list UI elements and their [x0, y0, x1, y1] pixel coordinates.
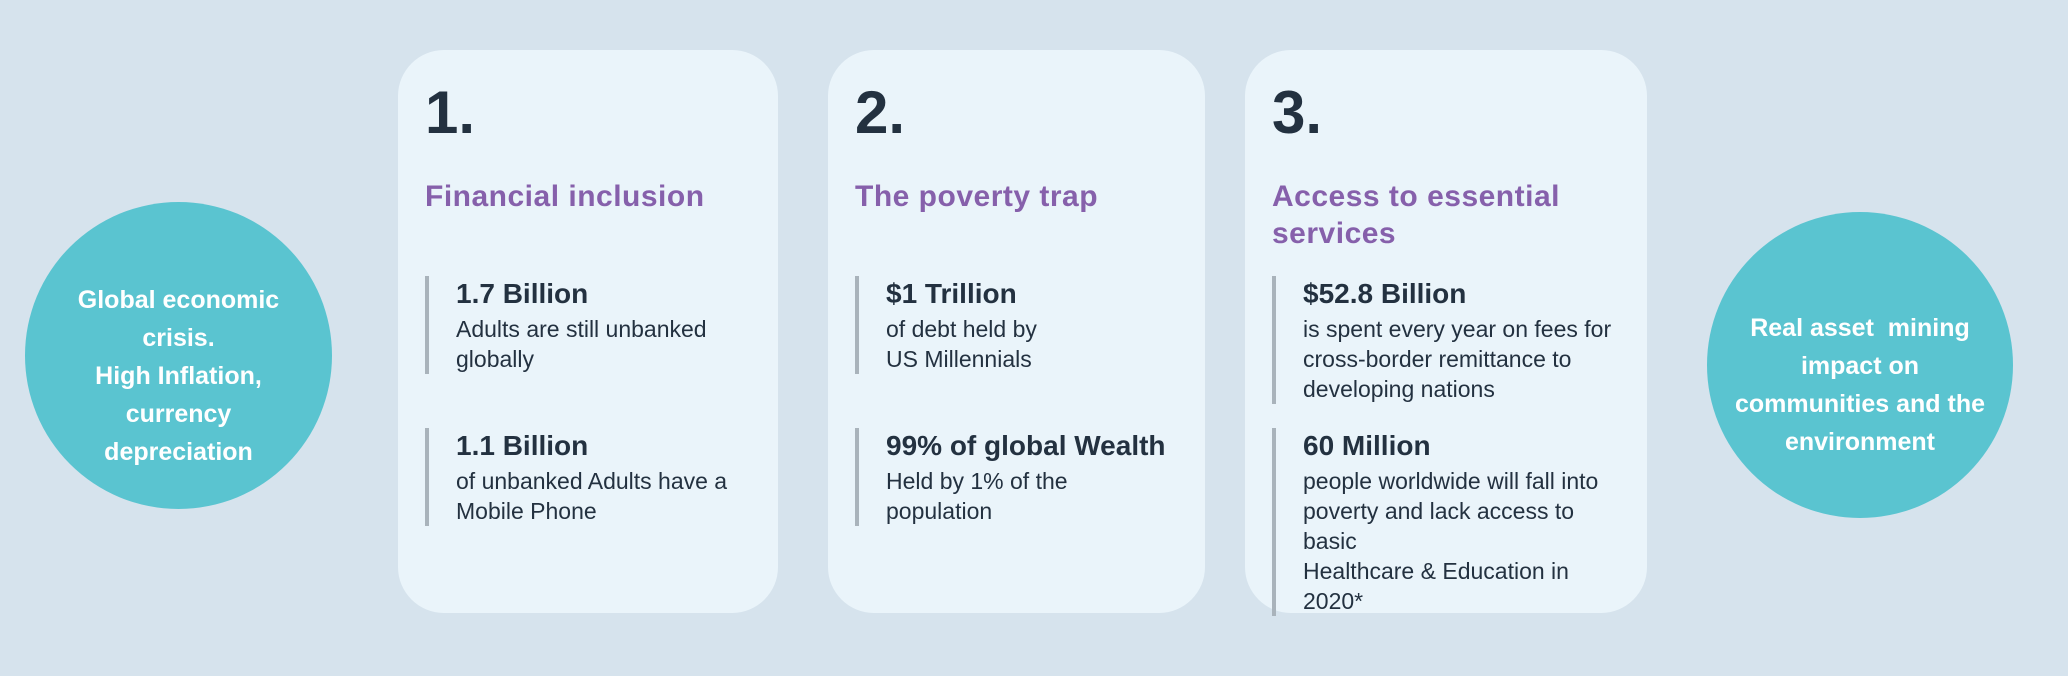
stat-description: of debt held by US Millennials [886, 316, 1037, 372]
stat-item: $1 Trillion of debt held by US Millennia… [855, 276, 1037, 374]
card-financial-inclusion: 1. Financial inclusion 1.7 Billion Adult… [398, 50, 778, 613]
stat-description: people worldwide will fall into poverty … [1303, 468, 1599, 614]
card-poverty-trap: 2. The poverty trap $1 Trillion of debt … [828, 50, 1205, 613]
card-access-essential-services: 3. Access to essential services $52.8 Bi… [1245, 50, 1647, 616]
stat-value: 1.7 Billion [456, 278, 589, 309]
stat-description: is spent every year on fees for cross-bo… [1303, 316, 1612, 402]
stat-description: of unbanked Adults have a Mobile Phone [456, 468, 728, 524]
card-title: Financial inclusion [425, 180, 705, 213]
stat-value: $52.8 Billion [1303, 278, 1467, 309]
stat-item: 1.1 Billion of unbanked Adults have a Mo… [425, 428, 727, 526]
stat-value: 1.1 Billion [456, 430, 589, 461]
stat-description: Held by 1% of the population [886, 468, 1068, 524]
problem-circle-economic-crisis: Global economic crisis. High Inflation, … [25, 202, 332, 509]
card-number: 3. [1272, 79, 1323, 146]
stat-value: 99% of global Wealth [886, 430, 1166, 461]
card-title: The poverty trap [855, 180, 1099, 213]
stat-item: 60 Million people worldwide will fall in… [1272, 428, 1623, 616]
circle-text: Real asset mining impact on communities … [1734, 314, 1986, 456]
stat-item: 99% of global Wealth Held by 1% of the p… [855, 428, 1166, 526]
stat-description: Adults are still unbanked globally [456, 316, 707, 372]
circle-text: Global economic crisis. High Inflation, … [77, 285, 280, 466]
card-number: 2. [855, 79, 906, 146]
stat-value: 60 Million [1303, 430, 1431, 461]
problem-circle-mining-impact: Real asset mining impact on communities … [1707, 212, 2013, 518]
card-number: 1. [425, 79, 476, 146]
stat-item: $52.8 Billion is spent every year on fee… [1272, 276, 1611, 404]
stat-value: $1 Trillion [886, 278, 1017, 309]
stat-item: 1.7 Billion Adults are still unbanked gl… [425, 276, 707, 374]
card-title: Access to essential services [1272, 180, 1560, 250]
